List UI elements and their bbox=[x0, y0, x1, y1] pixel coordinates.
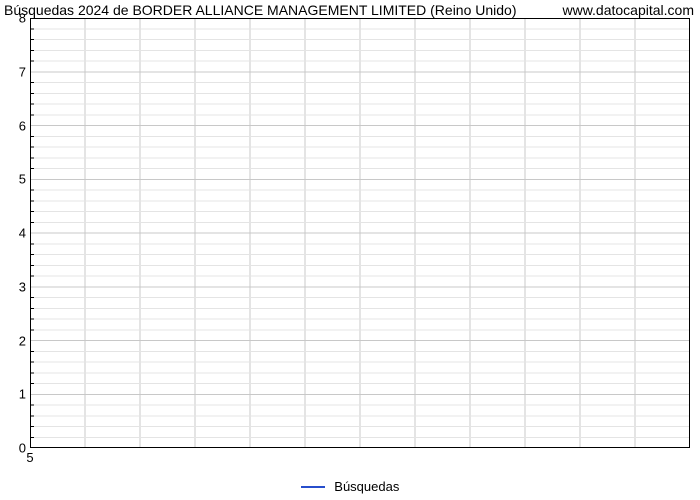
chart-plot-area bbox=[30, 18, 690, 448]
chart-title-right: www.datocapital.com bbox=[562, 2, 694, 18]
y-tick-label: 3 bbox=[2, 279, 26, 294]
y-tick-label: 4 bbox=[2, 226, 26, 241]
legend-series-label: Búsquedas bbox=[334, 479, 399, 494]
chart-title-left: Búsquedas 2024 de BORDER ALLIANCE MANAGE… bbox=[4, 2, 517, 18]
chart-legend: Búsquedas bbox=[0, 478, 700, 494]
y-tick-label: 1 bbox=[2, 387, 26, 402]
legend-line-swatch bbox=[301, 486, 325, 488]
y-tick-label: 2 bbox=[2, 333, 26, 348]
chart-grid bbox=[30, 18, 690, 448]
y-tick-label: 5 bbox=[2, 172, 26, 187]
chart-title-row: Búsquedas 2024 de BORDER ALLIANCE MANAGE… bbox=[0, 2, 700, 18]
y-tick-label: 7 bbox=[2, 64, 26, 79]
y-tick-label: 8 bbox=[2, 11, 26, 26]
x-tick-label: 5 bbox=[26, 450, 33, 465]
y-tick-label: 6 bbox=[2, 118, 26, 133]
y-tick-label: 0 bbox=[2, 441, 26, 456]
